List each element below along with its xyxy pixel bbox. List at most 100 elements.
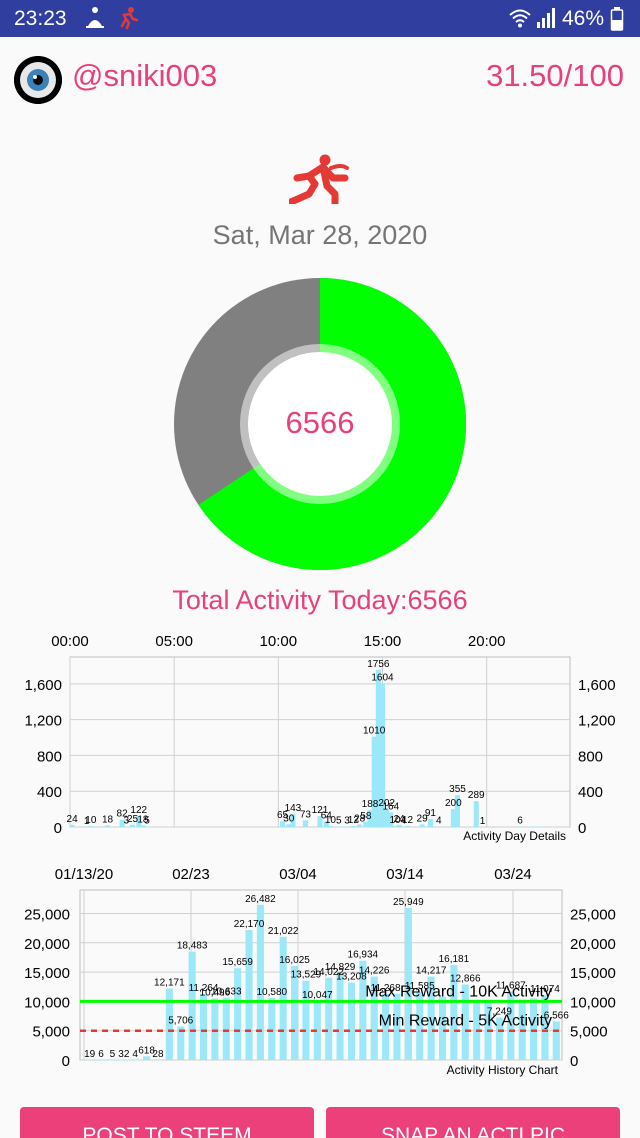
day-bar-label: 3: [123, 816, 129, 827]
history-y-tick-left: 0: [62, 1053, 70, 1070]
history-y-tick-left: 20,000: [24, 936, 70, 953]
day-bar-label: 202: [378, 798, 395, 809]
day-chart-frame: [69, 656, 571, 828]
day-bar: [396, 824, 402, 827]
day-bar: [84, 826, 90, 828]
history-bar-label: 12,866: [450, 974, 481, 985]
history-x-tick: 03/04: [279, 866, 317, 883]
history-bar-label: 6: [98, 1049, 104, 1060]
day-bar: [140, 825, 146, 827]
battery-icon: [610, 7, 624, 31]
history-y-tick-right: 0: [570, 1053, 578, 1070]
history-bar: [427, 976, 435, 1060]
day-bar: [517, 826, 523, 827]
day-bar-label: 1604: [371, 672, 394, 683]
day-y-tick-left: 1,600: [24, 677, 62, 694]
header: @sniki003 31.50/100: [0, 37, 640, 117]
day-bar: [363, 821, 369, 827]
history-bar: [120, 1059, 128, 1061]
history-bar: [302, 980, 310, 1060]
day-bar-label: 25: [127, 814, 139, 825]
day-bar-label: 200: [445, 798, 462, 809]
history-x-tick: 01/13/20: [55, 866, 113, 883]
history-bar: [507, 991, 515, 1060]
history-bar-label: 10,496: [200, 987, 231, 998]
day-bar-label: 12: [348, 815, 360, 826]
day-bar: [538, 826, 544, 828]
total-activity-text: Total Activity Today:6566: [172, 585, 468, 615]
history-bar: [154, 1059, 162, 1061]
day-y-tick-right: 400: [578, 784, 603, 801]
day-bar: [323, 821, 329, 827]
history-bar: [165, 988, 173, 1060]
day-bar-label: 10: [325, 815, 337, 826]
day-bar: [88, 826, 94, 827]
history-bar-label: 16,025: [279, 955, 310, 966]
history-bar: [199, 993, 208, 1060]
day-bar-label: 1: [480, 816, 486, 827]
history-y-tick-left: 25,000: [24, 906, 70, 923]
history-bar-label: 22,170: [234, 919, 265, 930]
day-y-tick-right: 0: [578, 820, 586, 837]
day-bar: [144, 826, 150, 828]
history-bar: [97, 1059, 105, 1061]
day-y-tick-left: 0: [54, 820, 62, 837]
day-bar: [455, 795, 460, 827]
day-x-tick: 00:00: [51, 633, 89, 650]
history-bar-label: 5,706: [168, 1016, 193, 1027]
history-bar-label: 14,022: [313, 967, 344, 978]
day-bar-label: 4: [401, 816, 407, 827]
day-y-tick-right: 1,200: [578, 713, 616, 730]
history-bar-label: 32: [118, 1049, 130, 1060]
history-bar: [291, 966, 299, 1060]
day-bar-label: 164: [382, 801, 399, 812]
history-bar: [222, 997, 230, 1060]
history-bar: [313, 1001, 321, 1060]
day-bar: [392, 826, 398, 827]
history-bar: [438, 996, 447, 1060]
day-bar: [427, 818, 433, 827]
history-bar: [347, 982, 355, 1060]
day-bar-label: 30: [283, 813, 295, 824]
day-y-tick-right: 800: [578, 748, 603, 765]
day-bar: [290, 814, 296, 827]
day-bar-label: 289: [468, 790, 485, 801]
day-bar: [550, 826, 556, 828]
day-bar: [136, 816, 142, 827]
day-bar: [436, 826, 442, 828]
day-bar: [357, 824, 363, 827]
day-bar-label: 1010: [363, 726, 386, 737]
history-bar-label: 19: [84, 1049, 96, 1060]
history-bar-label: 6,566: [544, 1011, 569, 1022]
history-bar-label: 5: [110, 1049, 116, 1060]
history-bar-label: 11,687: [496, 980, 526, 991]
day-bar: [480, 826, 485, 828]
day-bar: [367, 810, 373, 827]
history-bar: [188, 951, 196, 1060]
day-bar: [405, 825, 410, 827]
history-x-tick: 02/23: [172, 866, 210, 883]
username[interactable]: @sniki003: [72, 58, 218, 93]
eye-avatar-icon[interactable]: [14, 56, 62, 104]
history-bar: [450, 965, 458, 1060]
history-bar-label: 26,482: [245, 894, 276, 905]
runner-icon: [120, 7, 139, 30]
snap-acti-pic-button[interactable]: SNAP AN ACTI PIC: [326, 1107, 620, 1138]
history-bar-label: 14,226: [359, 966, 390, 977]
history-y-tick-left: 5,000: [32, 1024, 70, 1041]
day-bar-label: 82: [117, 809, 129, 820]
day-bar-label: 65: [277, 810, 289, 821]
post-to-steem-button[interactable]: POST TO STEEM: [20, 1107, 314, 1138]
day-bar-label: 58: [360, 811, 372, 822]
day-bar: [530, 826, 535, 828]
status-bar: 23:23 46%: [0, 0, 640, 37]
history-bar-label: 25,949: [393, 897, 424, 908]
day-bar-label: 1756: [367, 659, 390, 670]
history-x-tick: 03/24: [494, 866, 532, 883]
day-bar: [380, 683, 385, 827]
history-bar: [530, 998, 538, 1060]
history-bar-label: 618: [138, 1045, 155, 1056]
day-x-tick: 15:00: [364, 633, 402, 650]
date-label: Sat, Mar 28, 2020: [212, 220, 428, 250]
